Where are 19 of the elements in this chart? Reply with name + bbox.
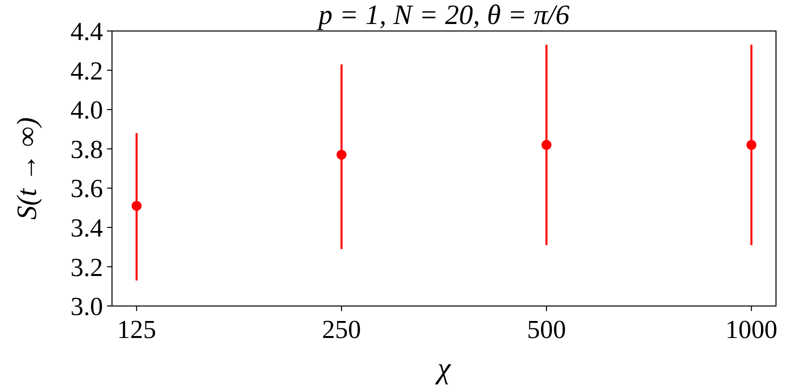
x-tick-label: 125	[117, 315, 156, 344]
point	[336, 150, 347, 160]
chart-title: p = 1, N = 20, θ = π/6	[316, 0, 570, 31]
x-tick-label: 1000	[725, 315, 778, 344]
y-tick-label: 3.8	[70, 134, 103, 164]
y-axis-title: S(t → ∞)	[12, 117, 43, 220]
y-tick-label: 4.2	[70, 56, 103, 86]
y-tick-label: 3.2	[70, 252, 103, 282]
point	[132, 200, 142, 211]
y-tick-label: 4.4	[70, 17, 103, 46]
y-tick-label: 3.0	[70, 292, 103, 322]
y-tick-label: 3.4	[70, 214, 103, 243]
x-tick-label: 500	[526, 315, 566, 344]
y-tick-label: 4.0	[70, 96, 103, 125]
x-axis-title: χ	[434, 352, 452, 385]
point	[541, 140, 552, 150]
y-tick-label: 3.6	[70, 174, 103, 204]
point	[746, 140, 756, 150]
x-tick-label: 250	[322, 315, 362, 344]
